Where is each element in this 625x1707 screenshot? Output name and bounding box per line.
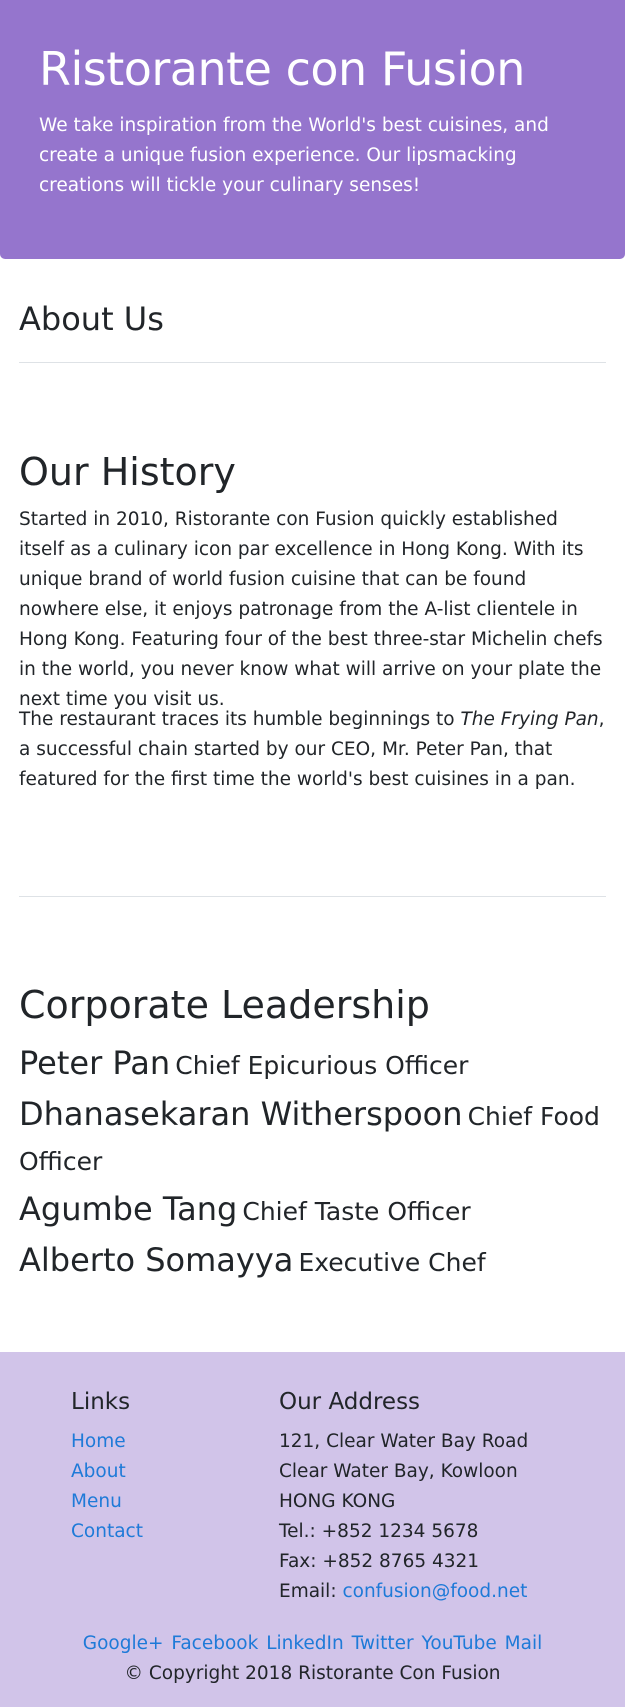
social-link-youtube[interactable]: YouTube [421,1633,497,1654]
address-line: HONG KONG [279,1491,396,1512]
footer-link-item: About [71,1457,143,1487]
site-tagline: We take inspiration from the World's bes… [39,115,549,196]
leader-name: Peter Pan [19,1044,171,1082]
address-fax: Fax: +852 8765 4321 [279,1551,480,1572]
social-link-googleplus[interactable]: Google+ [82,1633,164,1654]
address-line: 121, Clear Water Bay Road [279,1431,529,1452]
footer-link-item: Contact [71,1517,143,1547]
leader-item: Peter Pan Chief Epicurious Officer [19,1042,614,1090]
leader-name: Agumbe Tang [19,1190,238,1228]
history-paragraph-2: The restaurant traces its humble beginni… [19,705,606,795]
address-phone: Tel.: +852 1234 5678 [279,1521,479,1542]
email-link[interactable]: confusion@food.net [342,1581,528,1602]
footer-links-list: Home About Menu Contact [71,1427,143,1547]
leader-role: Chief Taste Officer [242,1197,471,1226]
page-title: About Us [19,300,164,338]
divider [19,362,606,363]
footer-address-heading: Our Address [279,1389,421,1415]
footer-link-item: Home [71,1427,143,1457]
leader-item: Agumbe Tang Chief Taste Officer [19,1188,614,1236]
social-link-linkedin[interactable]: LinkedIn [266,1633,344,1654]
footer-address: 121, Clear Water Bay Road Clear Water Ba… [279,1427,528,1607]
social-link-twitter[interactable]: Twitter [351,1633,414,1654]
history-italic-name: The Frying Pan [460,709,599,730]
social-links: Google+ Facebook LinkedIn Twitter YouTub… [0,1629,625,1659]
site-title: Ristorante con Fusion [39,42,525,96]
leader-name: Alberto Somayya [19,1241,294,1279]
history-text: The restaurant traces its humble beginni… [19,709,461,730]
copyright: © Copyright 2018 Ristorante Con Fusion [124,1663,501,1684]
leader-item: Dhanasekaran Witherspoon Chief Food Offi… [19,1093,614,1186]
address-line: Clear Water Bay, Kowloon [279,1461,518,1482]
address-email: Email: confusion@food.net [279,1577,528,1607]
leadership-heading: Corporate Leadership [19,983,430,1027]
footer-link-contact[interactable]: Contact [71,1521,143,1542]
social-link-facebook[interactable]: Facebook [171,1633,259,1654]
email-label: Email: [279,1581,343,1602]
footer-link-about[interactable]: About [71,1461,126,1482]
leader-item: Alberto Somayya Executive Chef [19,1239,614,1287]
history-paragraph: Started in 2010, Ristorante con Fusion q… [19,509,603,710]
footer-link-home[interactable]: Home [71,1431,126,1452]
history-text-end: , a successful chain started by our CEO,… [19,709,605,790]
footer-links-heading: Links [71,1389,131,1415]
history-heading: Our History [19,450,236,494]
jumbotron: Ristorante con Fusion We take inspiratio… [0,0,625,259]
leader-role: Chief Epicurious Officer [175,1051,469,1080]
social-link-mail[interactable]: Mail [504,1633,543,1654]
leader-role: Chief Food Officer [19,1102,600,1176]
divider [19,896,606,897]
leader-name: Dhanasekaran Witherspoon [19,1095,463,1133]
footer-link-item: Menu [71,1487,143,1517]
leader-role: Executive Chef [298,1248,486,1277]
footer: Links Home About Menu Contact Our Addres… [0,1352,625,1707]
footer-link-menu[interactable]: Menu [71,1491,122,1512]
